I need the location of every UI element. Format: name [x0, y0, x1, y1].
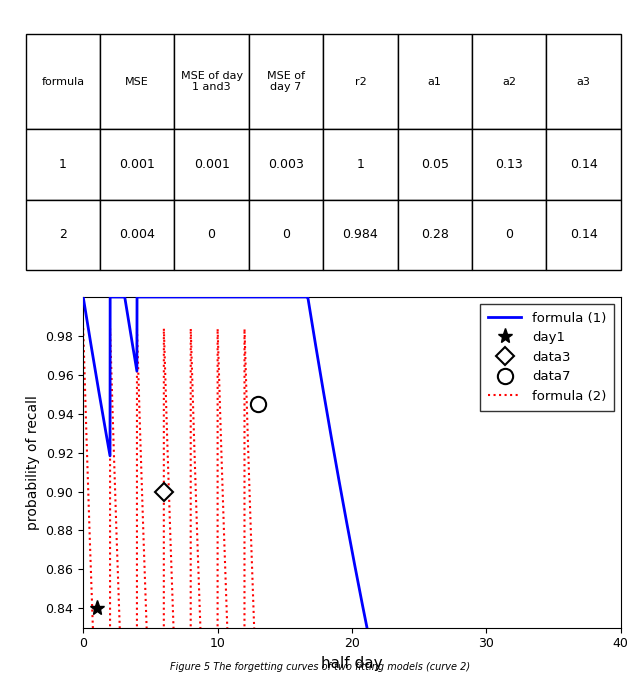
- Y-axis label: probability of recall: probability of recall: [26, 395, 40, 530]
- Text: Figure 5 The forgetting curves of two fitting models (curve 2): Figure 5 The forgetting curves of two fi…: [170, 662, 470, 672]
- X-axis label: half day: half day: [321, 656, 383, 671]
- Legend: formula (1), day1, data3, data7, formula (2): formula (1), day1, data3, data7, formula…: [481, 304, 614, 411]
